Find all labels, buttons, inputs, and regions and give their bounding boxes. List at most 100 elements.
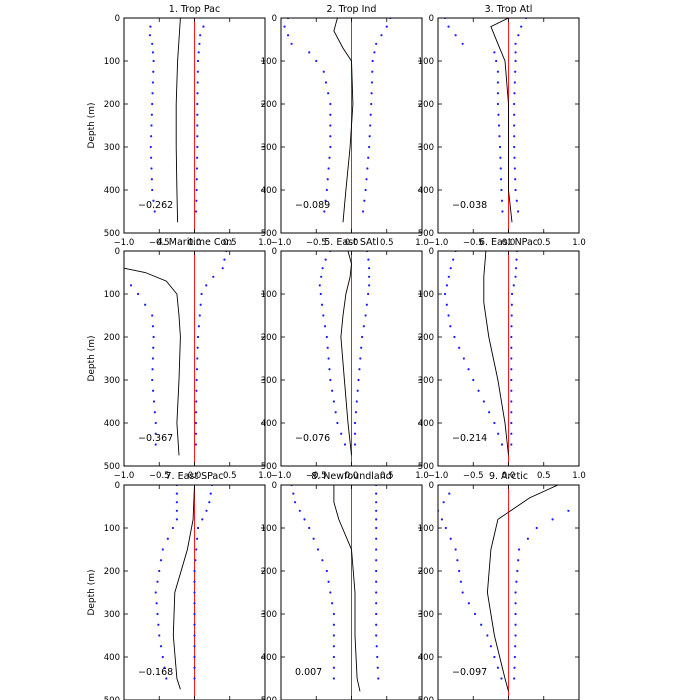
- upper-envelope-dot: [375, 526, 378, 530]
- upper-envelope-dot: [510, 389, 513, 392]
- upper-envelope-dot: [196, 537, 199, 540]
- upper-envelope-dot: [195, 548, 198, 551]
- y-tick-label: 300: [261, 376, 277, 386]
- lower-envelope-dot: [151, 92, 154, 95]
- lower-envelope-dot: [151, 389, 155, 392]
- lower-envelope-dot: [318, 284, 321, 287]
- lower-envelope-dot: [286, 34, 290, 37]
- lower-envelope-dot: [129, 284, 133, 287]
- upper-envelope-dot: [510, 368, 513, 371]
- lower-envelope-dot: [154, 432, 157, 435]
- mean-profile-line: [490, 18, 513, 223]
- lower-envelope-dot: [501, 210, 504, 213]
- lower-envelope-dot: [334, 411, 337, 414]
- upper-envelope-dot: [375, 569, 378, 573]
- upper-envelope-dot: [517, 559, 520, 562]
- lower-envelope-dot: [447, 314, 450, 317]
- upper-envelope-dot: [365, 303, 368, 306]
- correlation-value: −0.076: [295, 433, 330, 444]
- x-tick-label: 0.0: [188, 238, 202, 248]
- correlation-value: 0.007: [295, 667, 322, 678]
- upper-envelope-dot: [196, 102, 199, 106]
- lower-envelope-dot: [151, 325, 155, 328]
- envelope-dots: [438, 492, 570, 680]
- upper-envelope-dot: [193, 580, 196, 583]
- lower-envelope-dot: [157, 623, 160, 626]
- y-tick-label: 200: [104, 333, 120, 343]
- x-tick-label: 0.0: [502, 471, 516, 481]
- upper-envelope-dot: [364, 188, 367, 192]
- upper-envelope-dot: [367, 292, 370, 296]
- y-tick-label: 100: [261, 57, 277, 67]
- y-tick-label: 100: [418, 57, 434, 67]
- lower-envelope-dot: [500, 443, 504, 446]
- upper-envelope-dot: [369, 113, 372, 116]
- upper-envelope-dot: [380, 34, 383, 37]
- upper-envelope-dot: [364, 314, 367, 317]
- x-tick-label: 1.0: [415, 471, 429, 481]
- x-tick-label: −0.5: [463, 471, 484, 481]
- upper-envelope-dot: [510, 303, 513, 306]
- upper-envelope-dot: [375, 602, 378, 605]
- panel-title: 6. East NPac: [479, 237, 538, 248]
- y-tick-label: 0: [115, 247, 120, 257]
- lower-envelope-dot: [303, 518, 306, 521]
- lower-envelope-dot: [325, 188, 328, 192]
- correlation-value: −0.097: [452, 667, 487, 678]
- y-tick-label: 400: [104, 653, 120, 663]
- y-tick-label: 100: [418, 290, 434, 300]
- lower-envelope-dot: [150, 113, 153, 116]
- panel-title: 8. Newfoundland: [311, 471, 392, 482]
- upper-envelope-dot: [375, 42, 378, 45]
- upper-envelope-dot: [353, 443, 357, 446]
- y-tick-label: 500: [261, 462, 277, 472]
- x-tick-label: −1.0: [114, 238, 135, 248]
- lower-envelope-dot: [467, 368, 470, 371]
- envelope-dots: [290, 485, 380, 680]
- panel-title: 1. Trop Pac: [169, 4, 220, 15]
- upper-envelope-dot: [514, 275, 517, 278]
- upper-envelope-dot: [375, 634, 378, 637]
- upper-envelope-dot: [514, 178, 517, 181]
- correlation-value: −0.038: [452, 200, 487, 211]
- upper-envelope-dot: [195, 199, 198, 202]
- upper-envelope-dot: [513, 666, 516, 669]
- lower-envelope-dot: [150, 156, 153, 159]
- lower-envelope-dot: [315, 59, 318, 63]
- correlation-value: −0.168: [138, 667, 173, 678]
- upper-envelope-dot: [198, 314, 201, 317]
- lower-envelope-dot: [458, 346, 461, 349]
- upper-envelope-dot: [368, 284, 371, 287]
- lower-envelope-dot: [324, 81, 328, 84]
- lower-envelope-dot: [493, 655, 496, 659]
- upper-envelope-dot: [375, 518, 378, 521]
- panel-title: 7. East SPac: [166, 471, 224, 482]
- lower-envelope-dot: [332, 655, 335, 659]
- lower-envelope-dot: [158, 634, 161, 637]
- lower-envelope-dot: [329, 145, 332, 149]
- lower-envelope-dot: [500, 188, 503, 192]
- lower-envelope-dot: [154, 421, 157, 425]
- x-tick-label: −1.0: [114, 471, 135, 481]
- upper-envelope-dot: [513, 135, 516, 138]
- lower-envelope-dot: [283, 25, 286, 28]
- y-tick-label: 200: [104, 100, 120, 110]
- lower-envelope-dot: [331, 389, 334, 392]
- x-tick-label: 0.5: [380, 471, 394, 481]
- lower-envelope-dot: [449, 537, 452, 540]
- lower-envelope-dot: [499, 156, 502, 159]
- upper-envelope-dot: [196, 335, 200, 339]
- envelope-dots: [443, 18, 528, 213]
- lower-envelope-dot: [452, 258, 455, 261]
- upper-envelope-dot: [512, 284, 515, 287]
- upper-envelope-dot: [513, 167, 516, 170]
- upper-envelope-dot: [196, 346, 199, 349]
- lower-envelope-dot: [461, 591, 464, 594]
- lower-envelope-dot: [152, 335, 155, 339]
- lower-envelope-dot: [458, 569, 461, 573]
- lower-envelope-dot: [454, 548, 457, 551]
- y-tick-label: 500: [104, 229, 120, 239]
- panel-9: 9. Arctic −1.0 −0.5 0.0 0.5 1.00 100 200 300 400 5…: [418, 471, 580, 700]
- upper-envelope-dot: [196, 145, 199, 149]
- lower-envelope-dot: [480, 623, 483, 626]
